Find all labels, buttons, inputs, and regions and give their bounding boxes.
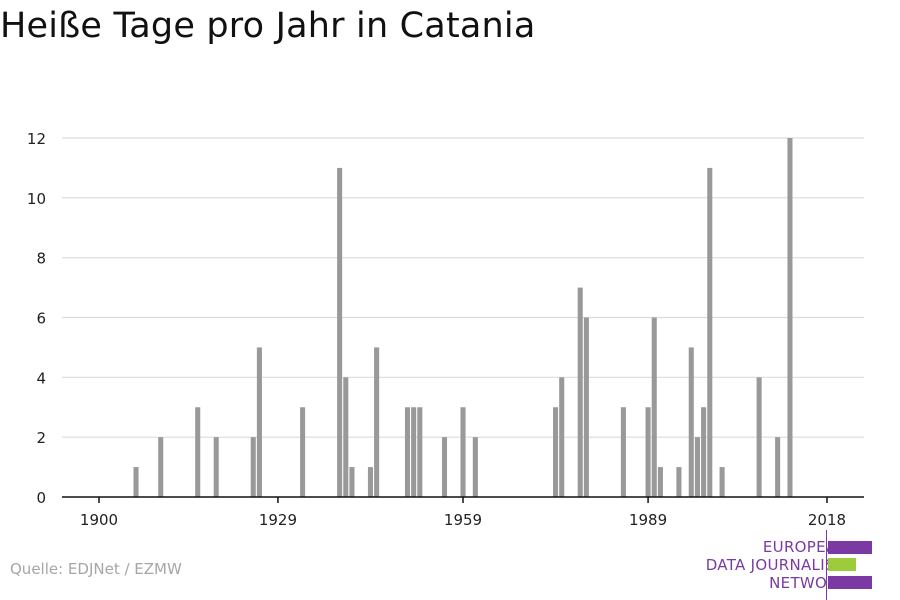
x-tick-label: 1900 bbox=[80, 511, 118, 529]
chart-title: Heiße Tage pro Jahr in Catania bbox=[0, 6, 536, 46]
bar bbox=[441, 437, 448, 497]
bar bbox=[787, 138, 793, 497]
y-tick-label: 10 bbox=[27, 190, 46, 208]
bar bbox=[133, 467, 139, 497]
y-tick-label: 2 bbox=[36, 429, 46, 447]
bar bbox=[553, 407, 559, 497]
x-tick-label: 2018 bbox=[808, 511, 846, 529]
bar bbox=[404, 407, 411, 497]
y-tick-label: 8 bbox=[36, 250, 46, 268]
bar bbox=[701, 407, 707, 497]
bar bbox=[707, 167, 713, 497]
bar bbox=[472, 437, 478, 497]
bar bbox=[213, 437, 219, 497]
bar bbox=[337, 167, 343, 497]
bar bbox=[676, 467, 682, 497]
bar bbox=[349, 467, 355, 497]
y-tick-label: 6 bbox=[36, 310, 46, 328]
gridlines bbox=[62, 137, 864, 438]
y-tick-label: 4 bbox=[36, 369, 46, 387]
logo-line-1: EUROPEAN bbox=[762, 538, 848, 556]
bar bbox=[411, 407, 417, 497]
bar bbox=[688, 347, 694, 497]
logo-bar-bottom bbox=[828, 576, 872, 589]
bar bbox=[583, 317, 589, 497]
logo-bar-top bbox=[828, 541, 872, 554]
x-tick-label: 1929 bbox=[259, 511, 297, 529]
bar bbox=[250, 437, 256, 497]
bar bbox=[775, 437, 781, 497]
bar bbox=[657, 467, 663, 497]
bar bbox=[195, 407, 201, 497]
bar bbox=[651, 317, 657, 497]
bar bbox=[256, 347, 262, 497]
x-tick-label: 1959 bbox=[444, 511, 482, 529]
axes: 0 2 4 6 8 10 12 1900 1929 1959 1989 2018 bbox=[27, 130, 864, 529]
bar bbox=[719, 467, 725, 497]
bar bbox=[300, 407, 306, 497]
logo-divider bbox=[826, 530, 827, 600]
bar bbox=[460, 407, 466, 497]
bar bbox=[158, 437, 164, 497]
logo-line-2: DATA JOURNALISM bbox=[705, 556, 848, 574]
bar bbox=[756, 377, 762, 497]
bar bbox=[620, 407, 626, 497]
edjnet-logo: EUROPEAN DATA JOURNALISM NETWORK bbox=[680, 530, 900, 600]
logo-bar-middle bbox=[828, 558, 856, 571]
bar bbox=[694, 437, 700, 497]
y-tick-label: 0 bbox=[36, 489, 46, 507]
y-tick-label: 12 bbox=[27, 130, 46, 148]
bar bbox=[367, 467, 373, 497]
bar bbox=[559, 377, 565, 497]
bar-series bbox=[133, 138, 793, 497]
source-note: Quelle: EDJNet / EZMW bbox=[10, 560, 182, 578]
bar bbox=[645, 407, 651, 497]
bar bbox=[577, 287, 583, 497]
bar bbox=[417, 407, 423, 497]
bar bbox=[343, 377, 349, 497]
bar bbox=[374, 347, 380, 497]
x-tick-label: 1989 bbox=[629, 511, 667, 529]
